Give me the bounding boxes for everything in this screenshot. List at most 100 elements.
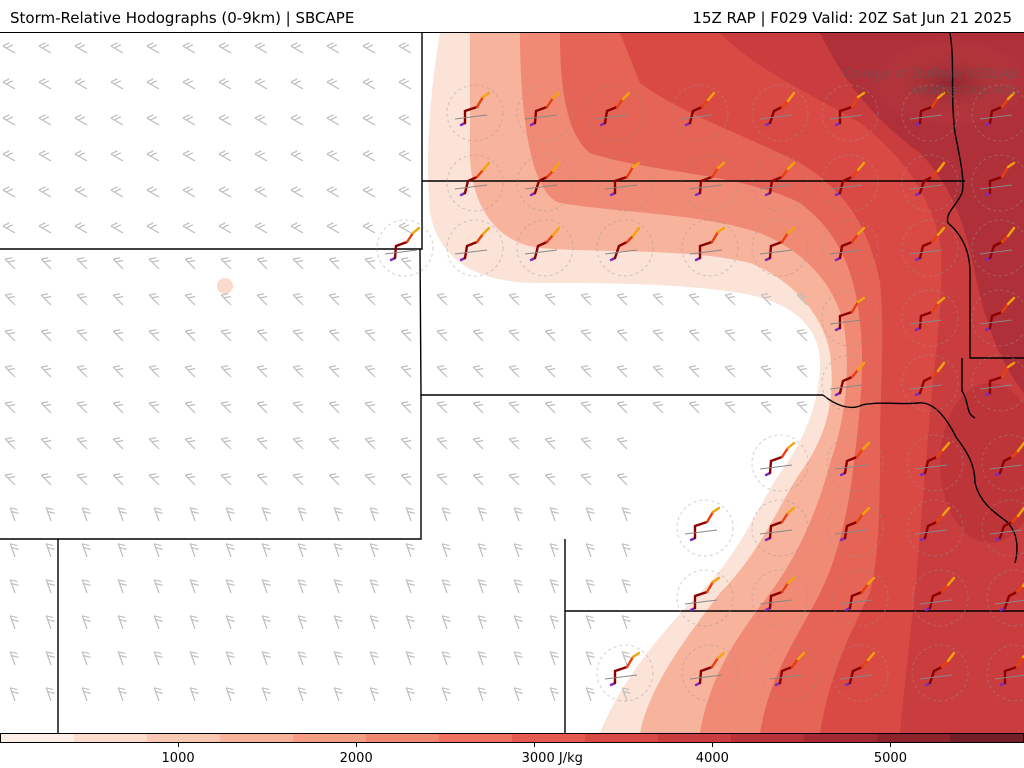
wind-barb	[290, 114, 304, 126]
hodograph-ring	[826, 434, 884, 492]
hodograph-ring	[751, 499, 809, 557]
hodograph-trace	[1006, 161, 1016, 169]
colorbar-swatch	[877, 734, 950, 742]
wind-barb	[290, 150, 304, 162]
wind-barb	[621, 543, 631, 558]
hodograph	[516, 154, 574, 212]
hodograph-ring	[901, 354, 959, 412]
hodograph	[516, 219, 574, 277]
storm-motion-vector	[979, 114, 1013, 120]
wind-barb	[153, 615, 163, 630]
hodograph-trace	[1006, 296, 1016, 306]
wind-barb	[398, 78, 412, 90]
wind-barb	[225, 579, 235, 594]
state-boundaries	[0, 33, 1024, 733]
wind-barb	[398, 186, 412, 198]
hodograph-trace	[988, 240, 1004, 260]
wind-barb	[45, 651, 55, 666]
wind-barb	[544, 365, 556, 378]
hodograph-trace	[918, 375, 934, 395]
wind-barb	[549, 615, 559, 630]
hodograph-trace	[768, 105, 784, 125]
wind-barb	[616, 365, 628, 378]
wind-barb	[477, 507, 487, 522]
wind-barb	[184, 293, 196, 306]
wind-barb	[405, 687, 415, 702]
colorbar-swatch	[220, 734, 293, 742]
hodograph-trace	[475, 95, 485, 109]
wind-barb	[117, 579, 127, 594]
wind-barb	[398, 150, 412, 162]
hodograph-trace	[615, 97, 625, 109]
hodograph	[831, 569, 889, 627]
wind-barb	[508, 473, 520, 486]
hodograph-trace	[700, 98, 710, 109]
hodograph-trace	[463, 240, 479, 260]
wind-barb	[760, 293, 772, 306]
hodograph-trace	[463, 105, 479, 125]
hodograph-trace	[838, 375, 854, 395]
wind-barb	[74, 186, 88, 198]
storm-motion-vector	[829, 184, 863, 190]
wind-barb	[76, 365, 88, 378]
hodograph-ring	[586, 84, 644, 142]
wind-barb	[400, 329, 412, 342]
wind-barb	[81, 507, 91, 522]
wind-barb	[254, 186, 268, 198]
wind-barb	[76, 293, 88, 306]
wind-barb	[621, 615, 631, 630]
wind-barb	[441, 687, 451, 702]
wind-barb	[40, 365, 52, 378]
wind-barb	[189, 615, 199, 630]
hodograph-trace	[856, 161, 866, 172]
storm-motion-vector	[914, 529, 948, 535]
wind-barb	[254, 222, 268, 234]
hodograph-trace	[780, 99, 790, 109]
valid-time-label: 15Z RAP | F029 Valid: 20Z Sat Jun 21 202…	[692, 9, 1012, 27]
hodograph	[751, 499, 809, 557]
wind-barb	[297, 579, 307, 594]
hodograph-ring	[911, 569, 969, 627]
wind-barb	[254, 42, 268, 54]
wind-barb	[112, 329, 124, 342]
wind-barb	[369, 687, 379, 702]
wind-barb	[4, 401, 16, 414]
hodograph-trace	[941, 506, 951, 517]
storm-motion-vector	[829, 114, 863, 120]
wind-barb	[261, 687, 271, 702]
hodograph	[596, 644, 654, 702]
colorbar-tick	[890, 743, 892, 747]
wind-barb	[184, 437, 196, 450]
wind-barb	[369, 651, 379, 666]
wind-barb	[333, 579, 343, 594]
hodograph-ring	[751, 219, 809, 277]
wind-barb	[796, 365, 808, 378]
wind-barb	[472, 365, 484, 378]
storm-motion-vector	[839, 674, 873, 680]
wind-barb	[549, 543, 559, 558]
wind-barb	[362, 186, 376, 198]
wind-barb	[110, 150, 124, 162]
wind-barb	[290, 42, 304, 54]
hodograph-trace	[405, 231, 415, 244]
wind-barb	[153, 579, 163, 594]
wind-barb	[9, 579, 19, 594]
hodograph-trace	[930, 301, 940, 314]
colorbar-swatch	[658, 734, 731, 742]
wind-barb	[40, 401, 52, 414]
wind-barb	[328, 293, 340, 306]
hodograph-ring	[821, 219, 879, 277]
wind-barb	[290, 222, 304, 234]
wind-barb	[398, 114, 412, 126]
hodograph	[821, 154, 879, 212]
wind-barb	[4, 257, 16, 270]
wind-barb	[616, 401, 628, 414]
wind-barb	[364, 293, 376, 306]
map-title: Storm-Relative Hodographs (0-9km) | SBCA…	[10, 9, 355, 27]
wind-barb	[508, 329, 520, 342]
hodograph	[906, 499, 964, 557]
wind-barb	[81, 687, 91, 702]
hodograph	[751, 569, 809, 627]
hodograph-trace	[768, 455, 784, 475]
hodograph-ring	[821, 354, 879, 412]
